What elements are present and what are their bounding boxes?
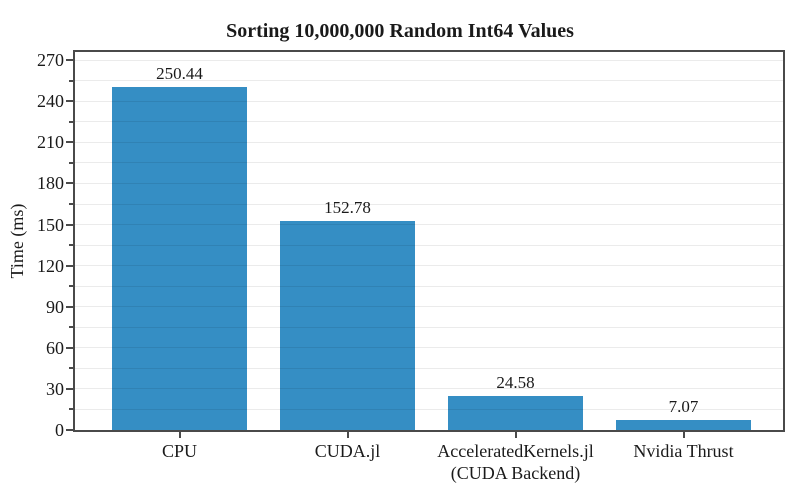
- x-tick-label-acceleratedkernels-jl: AcceleratedKernels.jl (CUDA Backend): [437, 441, 594, 483]
- bar-cuda-jl: [280, 220, 415, 430]
- y-tick: [66, 100, 73, 103]
- gridline: [75, 203, 783, 205]
- bar-value-label: 152.78: [324, 197, 371, 217]
- x-tick-label-cuda-jl: CUDA.jl: [314, 441, 381, 461]
- bar-value-label: 24.58: [496, 373, 535, 393]
- bar-value-label: 250.44: [156, 64, 203, 83]
- x-tick: [346, 432, 349, 438]
- gridline: [75, 59, 783, 61]
- gridline: [75, 121, 783, 123]
- x-tick-label-cpu: CPU: [161, 441, 197, 461]
- y-tick: [66, 59, 73, 62]
- gridline: [75, 367, 783, 369]
- bar-acceleratedkernels-jl: [448, 396, 583, 430]
- y-tick: [66, 223, 73, 226]
- y-minor-tick: [69, 120, 73, 123]
- y-minor-tick: [69, 161, 73, 164]
- y-tick: [66, 141, 73, 144]
- y-tick: [66, 346, 73, 349]
- y-minor-tick: [69, 79, 73, 82]
- y-tick: [66, 305, 73, 308]
- gridline: [75, 347, 783, 349]
- x-tick: [682, 432, 685, 438]
- y-tick: [66, 264, 73, 267]
- bar-value-label: 7.07: [668, 397, 699, 417]
- y-tick: [66, 429, 73, 431]
- gridline: [75, 182, 783, 184]
- gridline: [75, 285, 783, 287]
- gridline: [75, 224, 783, 226]
- gridline: [75, 326, 783, 328]
- y-minor-tick: [69, 244, 73, 247]
- y-minor-tick: [69, 326, 73, 329]
- y-tick: [66, 182, 73, 185]
- y-tick: [66, 387, 73, 390]
- y-tick-label: 60: [46, 337, 64, 358]
- gridline: [75, 80, 783, 82]
- gridline: [75, 265, 783, 267]
- gridline: [75, 100, 783, 102]
- bar-nvidia-thrust: [616, 420, 751, 430]
- y-minor-tick: [69, 408, 73, 411]
- x-tick: [178, 432, 181, 438]
- gridline: [75, 388, 783, 390]
- y-tick-label: 270: [37, 50, 64, 71]
- y-tick-label: 0: [55, 420, 64, 440]
- y-minor-tick: [69, 285, 73, 288]
- plot-area: [73, 50, 785, 432]
- y-minor-tick: [69, 367, 73, 370]
- x-tick-label-nvidia-thrust: Nvidia Thrust: [633, 441, 734, 461]
- y-tick-label: 90: [46, 296, 64, 317]
- y-tick-label: 240: [37, 91, 64, 112]
- gridline: [75, 162, 783, 164]
- y-tick-label: 180: [37, 173, 64, 194]
- gridline: [75, 244, 783, 246]
- chart-title: Sorting 10,000,000 Random Int64 Values: [226, 20, 574, 42]
- bar-cpu: [112, 87, 247, 430]
- x-tick: [514, 432, 517, 438]
- gridline: [75, 306, 783, 308]
- y-minor-tick: [69, 203, 73, 206]
- gridline: [75, 141, 783, 143]
- y-tick-label: 150: [37, 214, 64, 235]
- y-tick-label: 210: [37, 132, 64, 153]
- y-tick-label: 30: [46, 378, 64, 399]
- gridline: [75, 408, 783, 410]
- y-tick-label: 120: [37, 255, 64, 276]
